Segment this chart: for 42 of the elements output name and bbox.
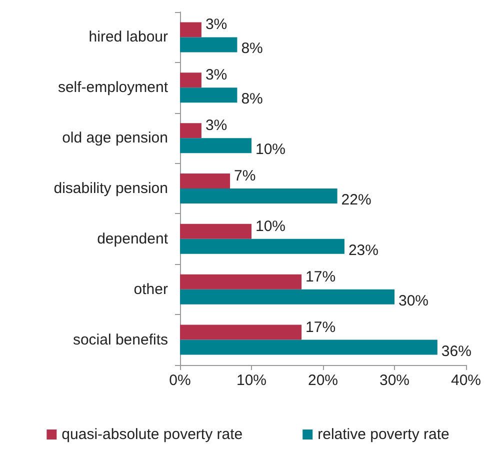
legend-label: quasi-absolute poverty rate <box>62 426 243 443</box>
data-label: 17% <box>306 318 336 336</box>
y-tick-label: dependent <box>97 230 169 248</box>
y-tick-label: old age pension <box>62 130 168 147</box>
bar <box>180 72 202 88</box>
y-tick-label: hired labour <box>88 28 168 46</box>
data-label: 7% <box>234 168 256 184</box>
bar <box>180 188 338 204</box>
y-tick-label: disability pension <box>54 180 168 197</box>
bar <box>180 138 252 154</box>
bar <box>180 274 302 290</box>
bar <box>180 340 438 355</box>
data-label: 8% <box>241 90 263 108</box>
x-tick-label: 40% <box>450 372 482 389</box>
y-tick-label: self-employment <box>58 79 169 96</box>
data-label: 22% <box>341 192 372 208</box>
data-label: 23% <box>348 242 378 259</box>
bar <box>180 37 238 52</box>
bar <box>180 238 344 254</box>
bar <box>180 22 202 38</box>
bar <box>180 123 202 138</box>
data-label: 3% <box>205 117 228 134</box>
y-tick-label: social benefits <box>72 331 168 348</box>
data-label: 17% <box>306 268 336 286</box>
x-tick-label: 10% <box>236 372 267 389</box>
x-tick-label: 0% <box>169 372 191 389</box>
bar <box>180 224 252 239</box>
bar <box>180 289 394 304</box>
bar <box>180 88 238 103</box>
x-tick-label: 20% <box>308 372 338 389</box>
bar <box>180 324 302 340</box>
data-label: 10% <box>256 141 286 158</box>
data-label: 3% <box>205 66 228 84</box>
legend-label: relative poverty rate <box>318 426 450 443</box>
bar <box>180 174 230 188</box>
data-label: 30% <box>398 292 429 310</box>
data-label: 36% <box>441 342 472 360</box>
data-label: 10% <box>256 218 286 235</box>
data-label: 3% <box>205 16 228 34</box>
y-tick-label: other <box>134 280 168 298</box>
data-label: 8% <box>241 40 263 58</box>
x-tick-label: 30% <box>379 372 410 389</box>
